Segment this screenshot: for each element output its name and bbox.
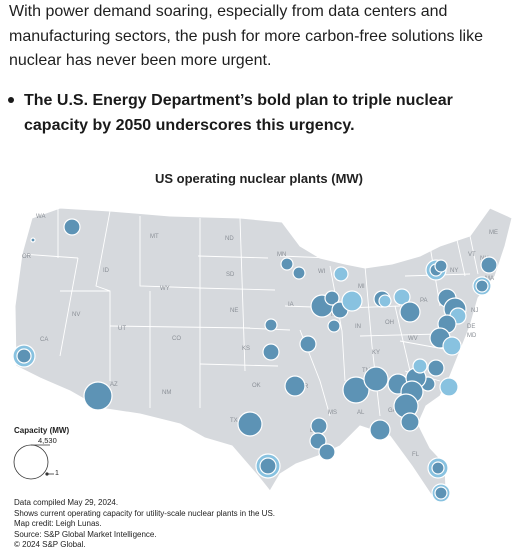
- bullet-icon: [8, 97, 14, 103]
- plant-bubble: [439, 377, 459, 397]
- state-label: MN: [277, 252, 286, 258]
- plant-bubble: [324, 290, 340, 306]
- plant-bubble: [363, 366, 389, 392]
- state-label: OH: [385, 320, 394, 326]
- state-label: MT: [150, 234, 159, 240]
- article-paragraph: With power demand soaring, especially fr…: [9, 3, 484, 69]
- state-label: MS: [328, 410, 337, 416]
- state-label: CO: [172, 336, 181, 342]
- state-label: TX: [230, 418, 238, 424]
- plant-bubble: [434, 259, 448, 273]
- state-label: AZ: [110, 382, 118, 388]
- plant-bubble: [30, 237, 36, 243]
- plant-bubble: [264, 318, 278, 332]
- plant-bubble: [427, 359, 445, 377]
- plant-bubble: [399, 301, 421, 323]
- plant-bubble: [342, 376, 370, 404]
- state-label: NE: [230, 308, 238, 314]
- plant-bubble: [310, 417, 328, 435]
- state-label: KS: [242, 346, 250, 352]
- state-label: UT: [118, 326, 126, 332]
- plant-bubble: [299, 335, 317, 353]
- state-label: ID: [103, 268, 110, 274]
- credit-line: Map credit: Leigh Lunas.: [14, 519, 102, 528]
- plant-bubble: [318, 443, 336, 461]
- state-label: IN: [355, 324, 361, 330]
- state-label: DE: [467, 324, 475, 330]
- bullet-item: The U.S. Energy Department’s bold plan t…: [8, 88, 504, 138]
- plant-bubble: [280, 257, 294, 271]
- credit-line: Data compiled May 29, 2024.: [14, 498, 119, 507]
- state-label: NJ: [471, 308, 478, 314]
- legend-min-label: 1: [55, 470, 59, 477]
- plant-bubble: [237, 411, 263, 437]
- plant-bubble: [480, 256, 498, 274]
- state-label: WA: [36, 214, 45, 220]
- state-label: WV: [408, 336, 418, 342]
- plant-bubble: [292, 266, 306, 280]
- state-label: VT: [468, 252, 476, 258]
- legend-circle-max: [13, 444, 49, 480]
- legend-bubbles: [13, 444, 54, 480]
- state-label: MI: [358, 284, 365, 290]
- state-label: CA: [40, 337, 48, 343]
- plant-bubble: [400, 412, 420, 432]
- state-label: OR: [22, 254, 32, 260]
- state-label: ME: [489, 230, 498, 236]
- plant-bubble: [393, 288, 411, 306]
- state-label: SD: [226, 272, 235, 278]
- plant-bubble: [341, 290, 363, 312]
- plant-bubble: [412, 358, 428, 374]
- state-label: IA: [288, 302, 294, 308]
- plant-bubble: [259, 457, 277, 475]
- plant-bubble: [434, 486, 448, 500]
- state-label: AL: [357, 410, 365, 416]
- state-label: WI: [318, 269, 326, 275]
- state-label: GA: [388, 408, 397, 414]
- plant-bubble: [262, 343, 280, 361]
- plant-bubble: [63, 218, 81, 236]
- state-label: MA: [485, 276, 494, 282]
- plant-bubble: [327, 319, 341, 333]
- plant-bubble: [333, 266, 349, 282]
- state-labels: WA OR CA NV ID MT WY UT AZ CO NM ND SD N…: [22, 214, 498, 458]
- plant-bubble: [369, 419, 391, 441]
- plant-bubble: [83, 381, 113, 411]
- plant-bubble: [284, 375, 306, 397]
- state-label: NM: [162, 390, 171, 396]
- legend-title: Capacity (MW): [14, 426, 70, 435]
- state-label: KY: [372, 350, 380, 356]
- us-map: WA OR CA NV ID MT WY UT AZ CO NM ND SD N…: [12, 207, 513, 503]
- plant-bubble: [16, 348, 32, 364]
- map-credits: Data compiled May 29, 2024. Shows curren…: [14, 498, 275, 551]
- state-label: FL: [412, 452, 420, 458]
- credit-line: Shows current operating capacity for uti…: [14, 508, 276, 518]
- plant-bubble: [309, 432, 327, 450]
- state-label: NY: [450, 268, 458, 274]
- plant-bubble: [378, 294, 392, 308]
- legend-max-label: 4,530: [38, 436, 57, 445]
- plant-bubble: [431, 461, 445, 475]
- state-label: NV: [72, 312, 80, 318]
- state-label: TN: [362, 368, 370, 374]
- credit-line: Source: S&P Global Market Intelligence.: [14, 529, 157, 539]
- plant-bubbles: [12, 218, 498, 503]
- state-label: MD: [467, 333, 477, 339]
- credit-line: © 2024 S&P Global.: [14, 540, 86, 549]
- state-label: ND: [225, 236, 234, 242]
- bullet-text: The U.S. Energy Department’s bold plan t…: [24, 92, 453, 134]
- map-title: US operating nuclear plants (MW): [154, 171, 363, 186]
- plant-bubble: [442, 336, 462, 356]
- plant-bubble: [475, 279, 489, 293]
- state-label: PA: [420, 298, 428, 304]
- nuclear-map-figure: WA OR CA NV ID MT WY UT AZ CO NM ND SD N…: [0, 156, 518, 550]
- state-label: WY: [160, 286, 170, 292]
- state-label: OK: [252, 383, 261, 389]
